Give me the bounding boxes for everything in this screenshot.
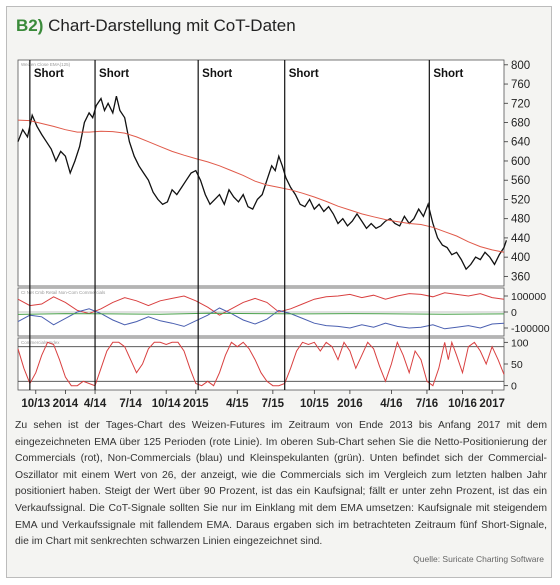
x-tick-label: 10/16 xyxy=(448,398,477,410)
x-tick-label: 4/14 xyxy=(84,398,107,410)
panel-legend-text: CI Net Cmb Retail Non-Com Commercials xyxy=(21,290,106,295)
y-tick-label: 720 xyxy=(511,98,530,110)
x-tick-label: 7/16 xyxy=(416,398,438,410)
x-tick-label: 10/13 xyxy=(21,398,50,410)
y-tick-label: 680 xyxy=(511,118,530,130)
series-ema xyxy=(17,119,505,253)
series-price xyxy=(17,95,508,271)
commercial-oscillator-panel: Commercials Index 100 50 0 xyxy=(17,337,529,393)
y-tick-label: 560 xyxy=(511,175,530,187)
x-tick-label: 2015 xyxy=(183,398,209,410)
short-signal-label: Short xyxy=(202,68,232,80)
y-tick-label: 640 xyxy=(511,137,530,149)
cot-net-positions-panel: CI Net Cmb Retail Non-Com Commercials 100… xyxy=(17,287,550,337)
figure-header: B2) Chart-Darstellung mit CoT-Daten xyxy=(16,16,296,42)
y-tick-label: 50 xyxy=(511,359,523,371)
panel-frame xyxy=(17,59,505,287)
x-tick-label: 4/15 xyxy=(226,398,249,410)
y-tick-label: 100 xyxy=(511,337,529,349)
short-signal-label: Short xyxy=(289,68,319,80)
series-oscillator xyxy=(17,340,505,387)
y-tick-label: 400 xyxy=(511,252,530,264)
y-tick-label: 0 xyxy=(511,307,517,319)
short-signal-label: Short xyxy=(99,68,129,80)
y-tick-label: 360 xyxy=(511,271,530,283)
short-signal-label: Short xyxy=(34,68,64,80)
figure-caption: Zu sehen ist der Tages-Chart des Weizen-… xyxy=(15,420,547,548)
x-tick-label: 2017 xyxy=(479,398,505,410)
panel-frame xyxy=(17,337,505,391)
price-panel: Weizen Close EMA(125) 360 400 440 480 520 560 6… xyxy=(17,59,530,287)
y-tick-label: 440 xyxy=(511,233,530,245)
y-tick-label: 600 xyxy=(511,156,530,168)
y-tick-label: 0 xyxy=(511,381,517,393)
y-tick-label: 800 xyxy=(511,60,530,72)
x-tick-label: 7/14 xyxy=(119,398,142,410)
y-tick-label: 480 xyxy=(511,214,530,226)
series-commercials xyxy=(17,292,505,316)
figure-source: Quelle: Suricate Charting Software xyxy=(413,554,544,564)
x-tick-label: 2014 xyxy=(53,398,79,410)
y-tick-label: 520 xyxy=(511,194,530,206)
figure-title: Chart-Darstellung mit CoT-Daten xyxy=(48,16,296,35)
panel-legend-text: Weizen Close EMA(125) xyxy=(21,62,71,67)
y-tick-label: 100000 xyxy=(511,291,546,303)
x-tick-label: 10/15 xyxy=(300,398,329,410)
short-signal-label: Short xyxy=(433,68,463,80)
series-small-specs xyxy=(17,312,505,315)
panel-legend-text: Commercials Index xyxy=(21,340,60,345)
x-tick-label: 2016 xyxy=(337,398,363,410)
x-tick-label: 4/16 xyxy=(380,398,402,410)
x-tick-label: 7/15 xyxy=(262,398,285,410)
series-non-commercials xyxy=(17,307,505,330)
x-tick-label: 10/14 xyxy=(152,398,181,410)
y-tick-label: 760 xyxy=(511,79,530,91)
y-tick-label: -100000 xyxy=(511,323,550,335)
figure-tag: B2) xyxy=(16,16,44,35)
